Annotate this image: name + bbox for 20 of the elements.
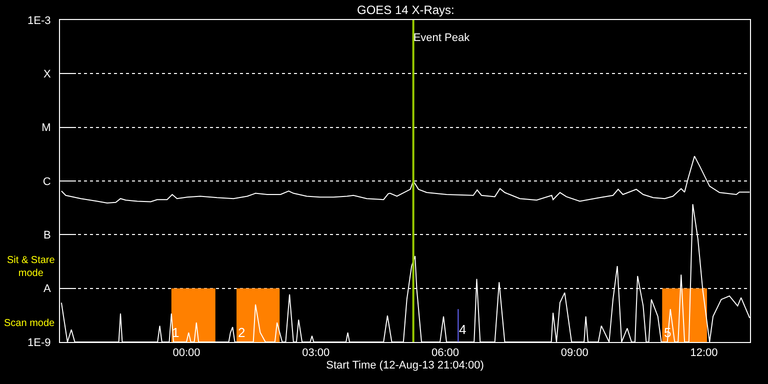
- y-tick-label: 1E-9: [28, 336, 51, 349]
- x-tick-label: 00:00: [172, 347, 200, 360]
- annotation: 4: [459, 322, 466, 337]
- x-tick-label: 06:00: [431, 347, 460, 360]
- y-tick-label: X: [43, 68, 52, 81]
- y-tick-label: B: [43, 230, 51, 242]
- text: Sit & Stare mode: [7, 255, 56, 279]
- annotation: 1: [172, 325, 180, 340]
- y-tick-label: M: [42, 122, 51, 134]
- x-tick-label: 03:00: [302, 347, 330, 360]
- y-tick-label: A: [43, 283, 52, 296]
- annotation: 2: [238, 325, 246, 340]
- y-tick-label: C: [42, 176, 51, 188]
- y-tick-label: 1E-3: [28, 14, 51, 27]
- text: Scan mode: [4, 318, 56, 329]
- chart-title: GOES 14 X-Rays:: [357, 3, 454, 17]
- x-tick-label: 12:00: [690, 347, 718, 360]
- x-tick-label: 09:00: [560, 347, 588, 360]
- x-axis-title: Start Time (12-Aug-13 21:04:00): [326, 359, 484, 372]
- ref-line-label: Event Peak: [413, 32, 470, 44]
